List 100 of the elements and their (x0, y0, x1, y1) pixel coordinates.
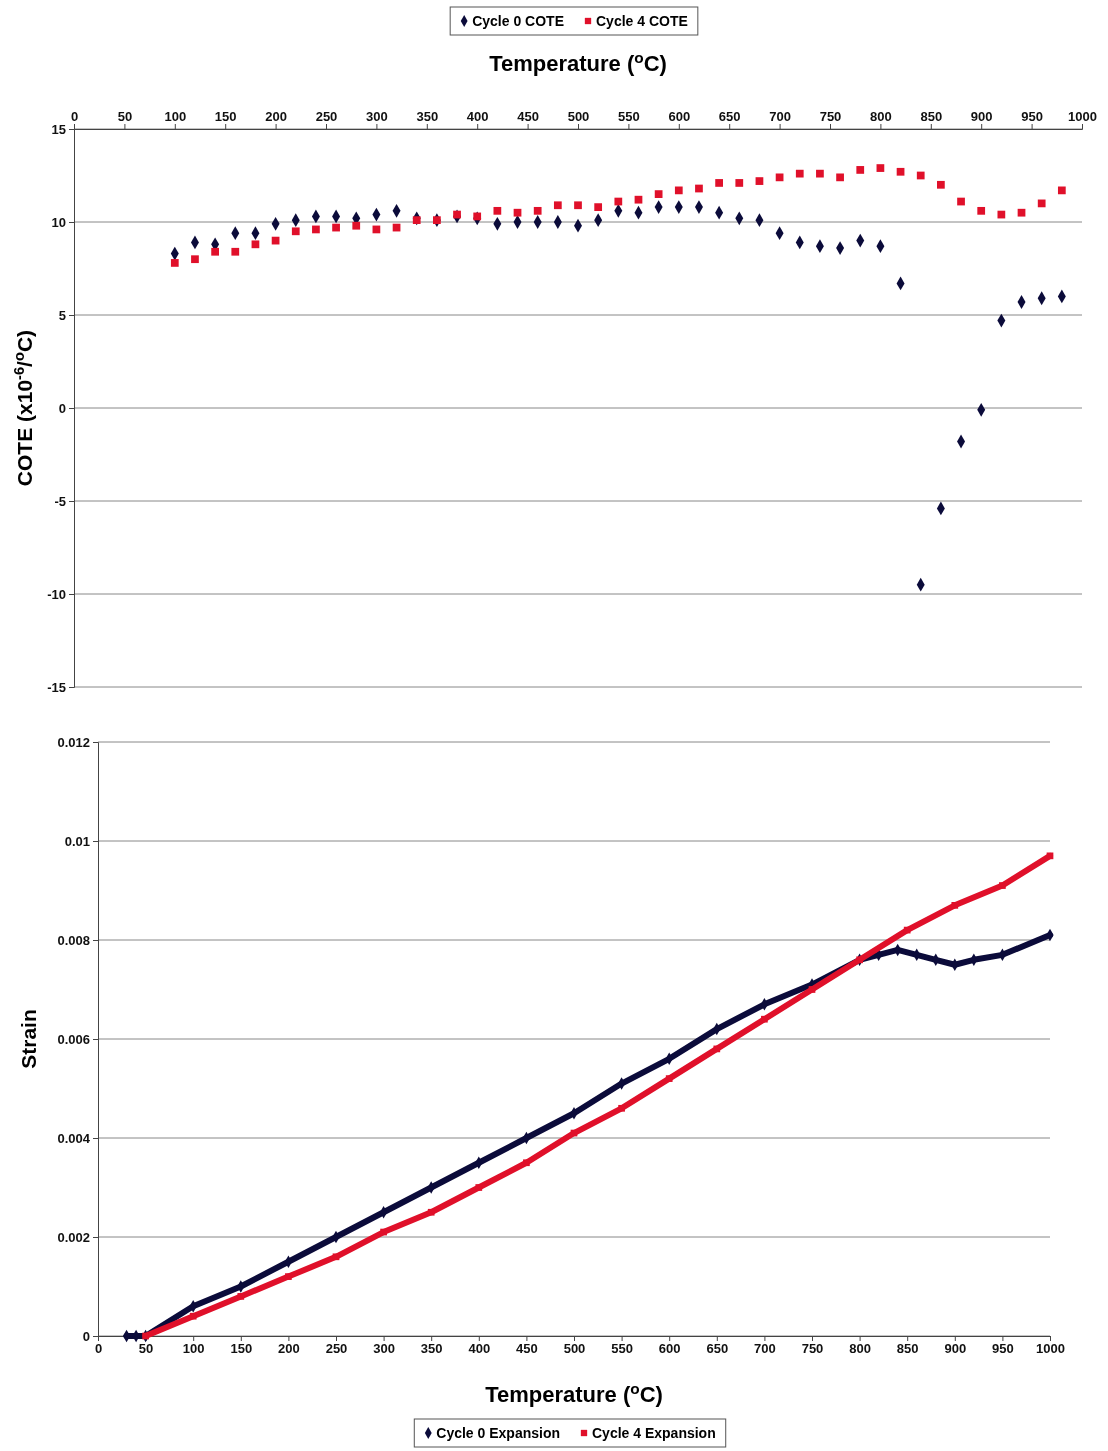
point (614, 197, 623, 206)
y-tick-label: -15 (47, 679, 66, 695)
point (808, 986, 816, 993)
point (237, 1293, 245, 1300)
point (211, 247, 219, 256)
x-tick-label: 800 (849, 1341, 871, 1357)
point (493, 206, 502, 215)
y-tick-label: 0.012 (57, 734, 90, 750)
y-axis-title: Strain (17, 1009, 40, 1069)
point (285, 1273, 292, 1280)
point (1017, 208, 1026, 217)
point (1057, 186, 1066, 195)
legend-label: Cycle 4 Expansion (592, 1425, 716, 1441)
point (999, 882, 1006, 889)
point (654, 190, 663, 198)
y-tick-label: 15 (51, 121, 66, 137)
y-tick-label: 0.004 (57, 1130, 91, 1146)
x-tick-label: 850 (920, 109, 943, 124)
point (231, 247, 240, 256)
x-tick-label: 900 (970, 109, 993, 124)
point (957, 197, 965, 206)
y-tick-label: -5 (54, 493, 66, 509)
x-tick-label: 500 (563, 1341, 586, 1357)
point (836, 173, 844, 182)
point (475, 1184, 483, 1191)
point (713, 1045, 721, 1053)
y-tick-label: -10 (47, 586, 66, 602)
point (170, 259, 179, 267)
y-tick-label: 5 (58, 307, 66, 323)
x-tick-label: 1000 (1036, 1341, 1065, 1357)
x-tick-label: 50 (117, 109, 133, 124)
y-tick-label: 10 (51, 214, 66, 230)
x-tick-label: 800 (870, 109, 892, 124)
point (695, 184, 703, 193)
point (191, 255, 199, 264)
point (755, 177, 764, 185)
x-tick-label: 50 (138, 1341, 154, 1357)
y-tick-label: 0.008 (57, 932, 90, 948)
x-tick-label: 450 (516, 1341, 538, 1357)
x-tick-label: 200 (278, 1341, 300, 1357)
x-tick-label: 150 (230, 1341, 253, 1357)
point (674, 186, 683, 195)
point (618, 1104, 625, 1112)
x-tick-label: 1000 (1068, 109, 1097, 124)
point (997, 210, 1006, 219)
x-tick-label: 400 (468, 1341, 491, 1357)
point (816, 169, 824, 178)
x-tick-label: 250 (325, 1341, 348, 1357)
x-tick-label: 550 (618, 109, 640, 124)
point (795, 169, 804, 178)
point (332, 223, 340, 232)
point (453, 210, 461, 219)
x-tick-label: 700 (769, 109, 791, 124)
point (665, 1075, 673, 1082)
point (412, 216, 421, 225)
x-tick-label: 450 (517, 109, 539, 124)
point (1037, 199, 1046, 208)
point (634, 195, 643, 204)
x-tick-label: 350 (420, 1341, 443, 1357)
point (312, 225, 320, 234)
point (715, 179, 723, 187)
point (775, 173, 784, 182)
point (574, 201, 582, 210)
x-tick-label: 300 (366, 109, 388, 124)
point (251, 240, 260, 249)
x-tick-label: 100 (164, 109, 187, 124)
point (473, 212, 482, 221)
x-tick-label: 850 (896, 1341, 919, 1357)
x-tick-label: 300 (373, 1341, 395, 1357)
point (594, 203, 603, 211)
legend-label: Cycle 4 COTE (596, 13, 688, 29)
x-tick-label: 950 (992, 1341, 1014, 1357)
point (189, 1312, 197, 1320)
point (977, 206, 986, 215)
point (735, 179, 744, 187)
x-tick-label: 250 (315, 109, 338, 124)
x-axis-title: Temperature ($^{o}$C) (485, 1379, 663, 1407)
point (937, 180, 945, 189)
y-tick-label: 0 (82, 1328, 90, 1344)
point (523, 1159, 530, 1167)
point (352, 221, 361, 230)
y-tick-label: 0.002 (57, 1229, 90, 1245)
x-tick-label: 500 (567, 109, 590, 124)
x-tick-label: 650 (706, 1341, 729, 1357)
point (427, 1208, 435, 1216)
x-tick-label: 950 (1021, 109, 1043, 124)
x-tick-label: 150 (214, 109, 237, 124)
x-tick-label: 550 (611, 1341, 633, 1357)
y-tick-label: 0 (58, 400, 66, 416)
x-tick-label: 700 (754, 1341, 776, 1357)
x-tick-label: 400 (466, 109, 489, 124)
x-tick-label: 0 (94, 1341, 103, 1357)
y-tick-label: 0.01 (64, 833, 90, 849)
point (380, 1228, 387, 1236)
point (553, 201, 562, 210)
x-tick-label: 750 (819, 109, 842, 124)
x-tick-label: 100 (182, 1341, 205, 1357)
point (856, 166, 865, 174)
legend-label: Cycle 0 COTE (472, 13, 564, 29)
y-tick-label: 0.006 (57, 1031, 90, 1047)
